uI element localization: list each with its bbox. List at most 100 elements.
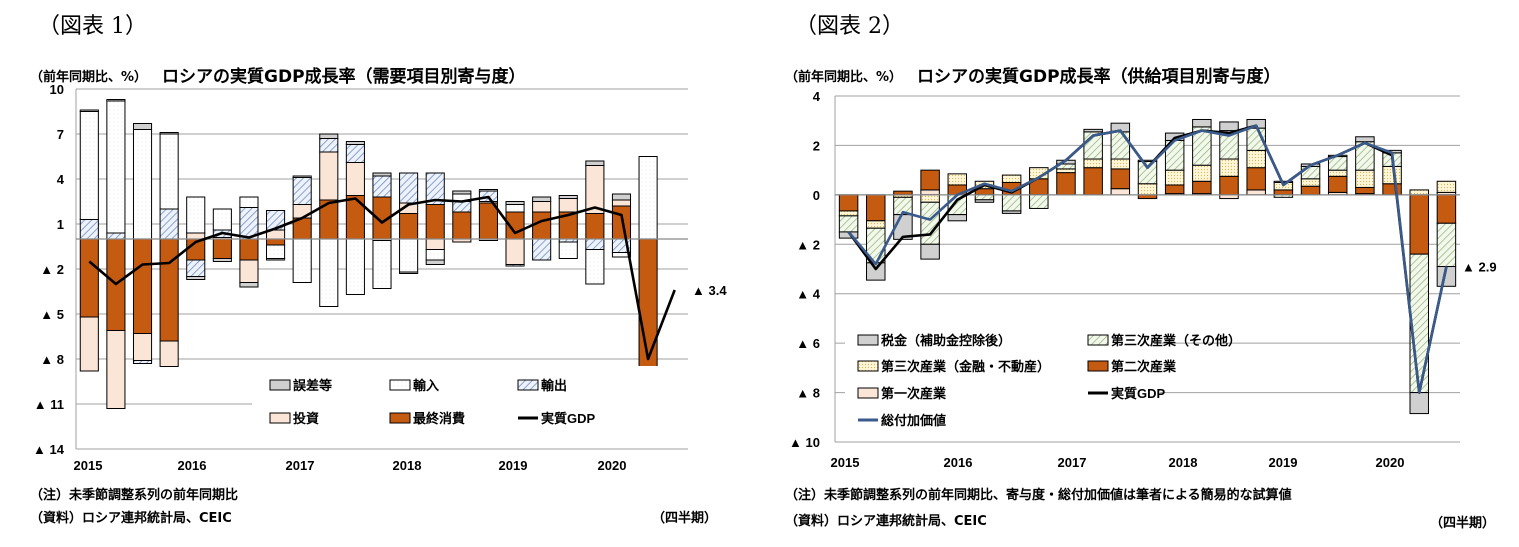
legend-swatch	[857, 360, 879, 372]
bar-tfin	[1382, 165, 1402, 185]
bar-tfin	[1246, 149, 1266, 169]
bar-exp	[292, 177, 312, 205]
legend-label: 輸出	[541, 378, 567, 393]
x-tick-label: 2018	[393, 458, 422, 473]
y-tick-label: ▲ 8	[796, 386, 820, 401]
figure2-unit: （前年同期比、%）	[785, 70, 903, 85]
bar-imp	[425, 249, 445, 261]
bar-exp	[532, 238, 552, 261]
legend-box	[252, 366, 690, 442]
y-tick-label: 1	[57, 217, 64, 232]
bar-inv	[345, 162, 365, 196]
bar-fc	[532, 211, 552, 240]
bar-inv	[159, 340, 179, 367]
y-tick-label: 4	[813, 89, 821, 104]
legend-swatch	[389, 379, 411, 391]
bar-err	[212, 258, 232, 262]
bar-imp	[266, 244, 286, 259]
bar-toth	[1436, 222, 1457, 268]
legend-label: 第一次産業	[881, 386, 947, 401]
legend-swatch	[269, 412, 291, 424]
legend-label: 最終消費	[413, 411, 465, 426]
x-tick-label: 2018	[1169, 455, 1198, 470]
bar-exp	[266, 210, 286, 231]
bar-exp	[186, 259, 206, 277]
bar-tfin	[1300, 178, 1321, 187]
bar-err	[452, 190, 472, 195]
bar-err	[1083, 128, 1103, 133]
bar-exp	[505, 264, 525, 267]
figure2-note: （注）未季節調整系列の前年同期比、寄与度・総付加価値は筆者による簡易的な試算値	[785, 488, 1292, 503]
x-tick-label: 2020	[598, 458, 627, 473]
x-tick-label: 2016	[178, 458, 207, 473]
bar-err	[974, 199, 995, 203]
bar-err	[611, 193, 632, 201]
bar-exp	[345, 144, 365, 163]
legend-label: 投資	[293, 411, 319, 426]
bar-err	[266, 258, 286, 261]
bar-err	[159, 132, 179, 135]
bar-fc	[920, 169, 940, 191]
bar-fc	[1409, 194, 1429, 255]
bar-toth	[1409, 253, 1429, 394]
y-tick-label: 0	[813, 188, 820, 203]
bar-err	[106, 99, 126, 102]
bar-fc	[212, 238, 232, 259]
bar-inv	[558, 198, 578, 213]
bar-toth	[1110, 131, 1131, 160]
bar-err	[239, 282, 259, 288]
bar-fc	[159, 238, 179, 342]
bar-inv	[611, 199, 632, 207]
legend-swatch	[517, 379, 539, 391]
line-gdp	[88, 195, 676, 361]
figure1-title: ロシアの実質GDP成長率（需要項目別寄与度）	[162, 67, 526, 87]
bar-imp	[505, 204, 525, 213]
y-tick-label: ▲ 6	[796, 336, 820, 351]
bar-imp	[159, 133, 179, 210]
legend-swatch	[1087, 334, 1109, 346]
bar-tfin	[1436, 180, 1457, 193]
bar-err	[132, 123, 153, 130]
bar-imp	[186, 196, 206, 234]
bar-err	[399, 271, 419, 274]
y-tick-label: 7	[57, 127, 64, 142]
bar-err	[1409, 392, 1429, 415]
bar-err	[505, 201, 525, 205]
legend-swatch	[857, 334, 879, 346]
bar-exp	[452, 201, 472, 213]
legend-label: 第三次産業（その他）	[1111, 333, 1241, 348]
x-tick-label: 2019	[1269, 455, 1298, 470]
bar-exp	[585, 238, 605, 250]
bar-imp	[478, 189, 498, 192]
bar-fc	[79, 238, 99, 318]
bar-tfin	[1110, 158, 1131, 170]
bar-imp	[558, 241, 578, 259]
legend-swatch	[389, 412, 411, 424]
bar-imp	[292, 238, 312, 283]
figure2-xunit: （四半期）	[1430, 516, 1496, 531]
x-tick-label: 2015	[74, 458, 103, 473]
bar-inv	[505, 238, 525, 265]
bar-toth	[1029, 194, 1049, 209]
legend-label: 総付加価値	[881, 413, 946, 428]
bar-fc	[1300, 185, 1321, 196]
bar-toth	[920, 201, 940, 245]
figure1-unit: （前年同期比、%）	[30, 70, 148, 85]
bar-toth	[1300, 165, 1321, 180]
y-tick-label: ▲ 2	[796, 237, 820, 252]
bar-err	[319, 133, 339, 139]
legend-label: 第三次産業（金融・不動産）	[881, 359, 1050, 374]
bar-imp	[79, 111, 99, 220]
bar-err	[79, 109, 99, 112]
bar-exp	[399, 172, 419, 204]
bar-fc	[585, 213, 605, 240]
bar-inv	[79, 316, 99, 372]
bar-fc	[1083, 167, 1103, 196]
x-tick-label: 2017	[286, 458, 315, 473]
bar-err	[292, 175, 312, 178]
legend-label: 税金（補助金控除後）	[881, 333, 1011, 348]
bar-prim	[920, 189, 940, 196]
bar-fc	[1273, 189, 1294, 196]
bar-imp	[319, 238, 339, 307]
